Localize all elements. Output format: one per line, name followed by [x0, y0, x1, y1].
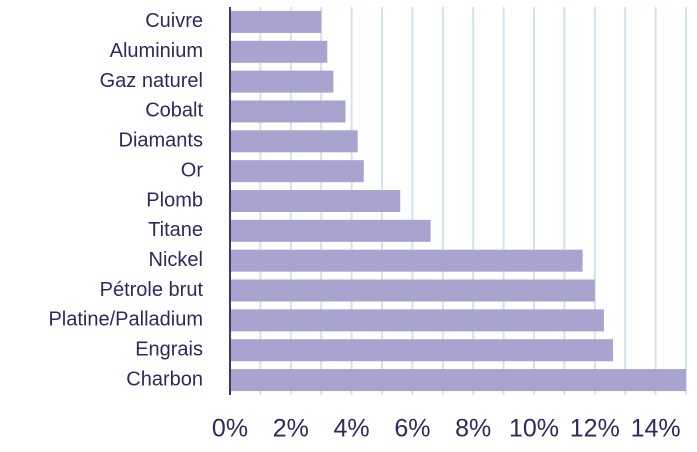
bar [230, 369, 686, 392]
y-tick-label: Nickel [149, 249, 203, 271]
y-tick-label: Aluminium [110, 40, 203, 62]
y-tick-label: Engrais [135, 339, 203, 361]
y-tick-label: Diamants [119, 130, 203, 152]
x-tick-label: 2% [273, 415, 309, 443]
y-tick-label: Titane [148, 219, 203, 241]
y-tick-label: Gaz naturel [100, 70, 203, 92]
y-tick-label: Plomb [146, 189, 203, 211]
bar [230, 249, 583, 272]
bar [230, 40, 328, 63]
x-tick-label: 6% [394, 415, 430, 443]
y-tick-label: Charbon [126, 368, 203, 390]
y-tick-label: Cuivre [145, 10, 203, 32]
bar [230, 130, 358, 153]
bar [230, 100, 346, 123]
x-tick-label: 4% [334, 415, 370, 443]
bar [230, 279, 595, 302]
y-tick-label: Cobalt [145, 100, 203, 122]
y-tick-label: Or [181, 159, 204, 181]
x-tick-label: 14% [631, 415, 681, 443]
bar [230, 70, 334, 93]
y-tick-label: Platine/Palladium [48, 309, 203, 331]
bar [230, 219, 431, 242]
bar [230, 190, 401, 212]
x-tick-label: 0% [212, 415, 248, 443]
bar [230, 309, 604, 332]
y-tick-label: Pétrole brut [100, 279, 204, 301]
bar [230, 339, 614, 362]
x-tick-label: 10% [509, 415, 559, 443]
bar [230, 160, 364, 183]
bar [230, 10, 322, 33]
x-tick-label: 8% [455, 415, 491, 443]
x-tick-label: 12% [570, 415, 620, 443]
